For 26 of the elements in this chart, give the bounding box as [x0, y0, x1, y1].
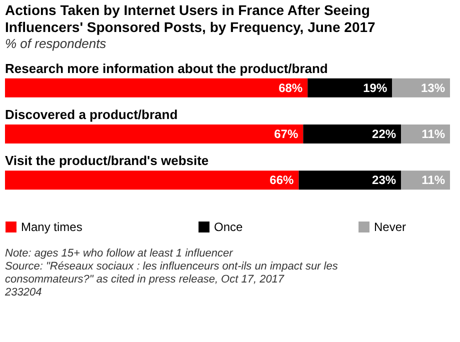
data-label: 66%	[270, 173, 294, 188]
chart-subtitle: % of respondents	[5, 36, 107, 51]
bar	[308, 78, 392, 98]
data-label: 22%	[372, 127, 396, 141]
data-label: 23%	[372, 173, 396, 188]
data-label: 11%	[422, 173, 446, 188]
legend-label: Many times	[21, 220, 82, 234]
source-note: Source: "Réseaux sociaux : les influenceurs ont-ils un impact sur les consommateurs?" as cited in press release, Oct 17, 2017	[5, 260, 338, 286]
chart-title: Actions Taken by Internet Users in France After Seeing Influencers' Sponsored Posts, by Frequency, June 2017	[5, 2, 376, 35]
legend-label: Once	[214, 220, 244, 234]
bar	[298, 170, 402, 190]
y-tick-label: Discovered a product/brand	[5, 107, 178, 122]
bar	[5, 170, 299, 190]
data-label: 13%	[420, 80, 446, 95]
data-label: 19%	[363, 80, 388, 95]
y-tick-label: Visit the product/brand's website	[5, 153, 209, 168]
bar	[303, 124, 402, 144]
data-label: 67%	[274, 127, 298, 141]
bar	[5, 124, 304, 144]
y-tick-label: Research more information about the product/brand	[5, 60, 328, 76]
bar	[5, 78, 308, 98]
text: 233204	[4, 286, 42, 298]
text: Note: ages 15+ who follow at least 1 influencer	[5, 248, 234, 260]
data-label: 11%	[422, 127, 446, 141]
legend-label: Never	[374, 220, 406, 234]
data-label: 68%	[278, 80, 303, 95]
